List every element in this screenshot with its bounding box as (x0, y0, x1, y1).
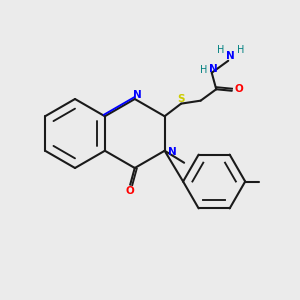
Text: O: O (234, 84, 243, 94)
Text: H: H (200, 65, 207, 75)
Text: S: S (177, 94, 185, 104)
Text: O: O (126, 186, 135, 196)
Text: N: N (209, 64, 218, 74)
Text: N: N (226, 51, 235, 61)
Text: N: N (133, 89, 142, 100)
Text: H: H (236, 45, 244, 55)
Text: N: N (168, 147, 176, 157)
Text: H: H (217, 45, 224, 55)
